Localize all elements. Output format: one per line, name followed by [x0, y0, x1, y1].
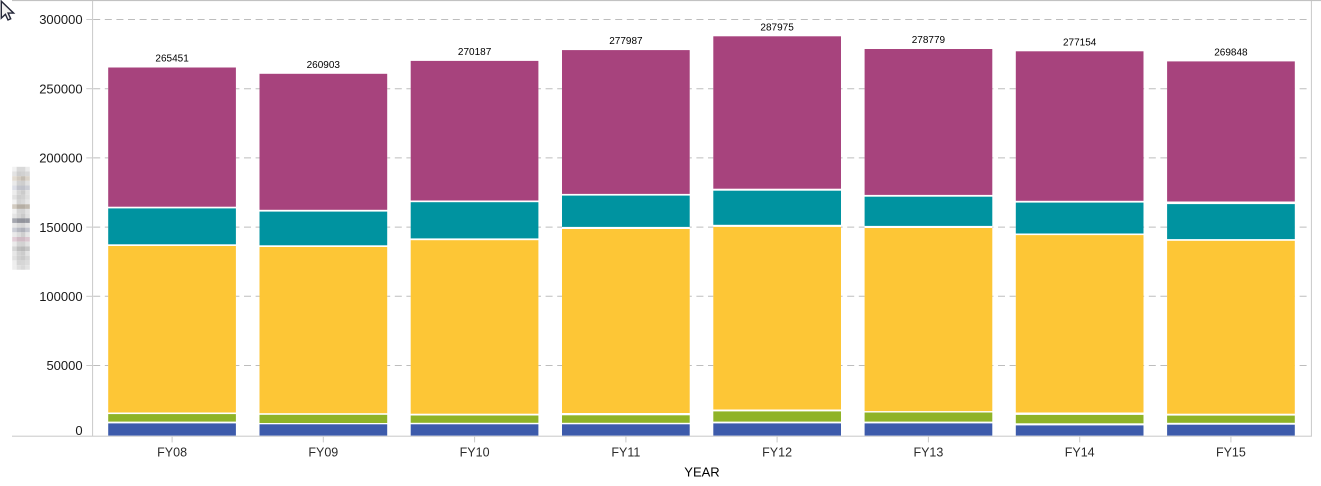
svg-text:300000: 300000	[39, 12, 82, 27]
svg-text:250000: 250000	[39, 81, 82, 96]
svg-text:265451: 265451	[155, 54, 189, 65]
svg-text:270187: 270187	[458, 47, 492, 58]
svg-text:FY10: FY10	[460, 445, 490, 459]
svg-text:260903: 260903	[307, 60, 341, 71]
svg-text:FY14: FY14	[1065, 445, 1095, 459]
svg-text:278779: 278779	[912, 35, 946, 46]
svg-text:FY11: FY11	[611, 445, 640, 459]
svg-text:200000: 200000	[39, 151, 82, 166]
svg-text:FY12: FY12	[762, 445, 792, 459]
svg-text:YEAR: YEAR	[684, 465, 719, 480]
svg-text:FY08: FY08	[157, 445, 187, 459]
svg-text:269848: 269848	[1214, 48, 1248, 59]
svg-text:100000: 100000	[39, 289, 82, 304]
svg-text:FY13: FY13	[913, 445, 943, 459]
svg-text:150000: 150000	[39, 220, 82, 235]
svg-text:FY15: FY15	[1216, 445, 1246, 459]
svg-text:50000: 50000	[46, 358, 82, 373]
svg-text:287975: 287975	[760, 22, 794, 33]
svg-text:277987: 277987	[609, 36, 643, 47]
svg-text:FY09: FY09	[308, 445, 338, 459]
svg-text:0: 0	[75, 423, 82, 438]
svg-text:277154: 277154	[1063, 37, 1097, 48]
